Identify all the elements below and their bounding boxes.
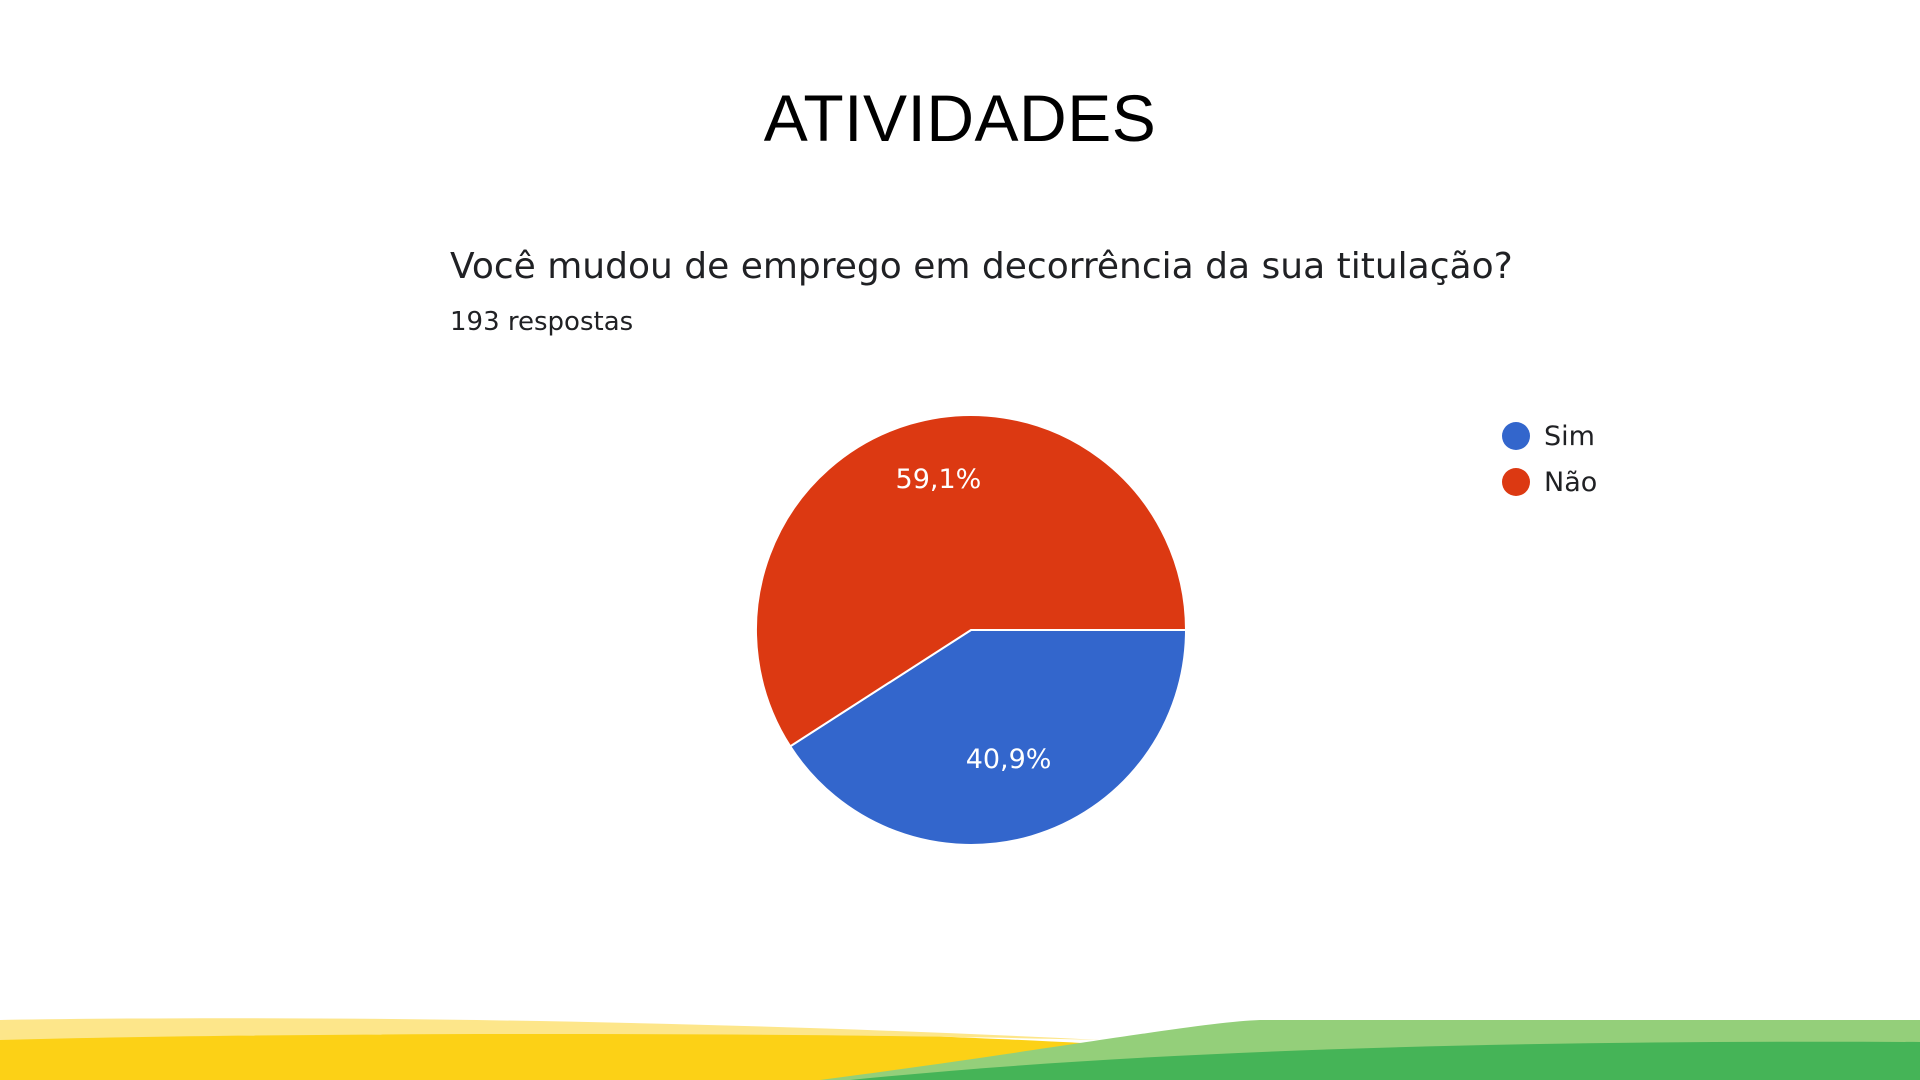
- legend-item-nao[interactable]: Não: [1502, 459, 1597, 505]
- chart-legend: Sim Não: [1502, 413, 1597, 505]
- footer-decoration: [0, 1018, 1920, 1080]
- legend-swatch-nao: [1502, 468, 1530, 496]
- slide-title: ATIVIDADES: [763, 81, 1157, 155]
- footer-yellow-light: [0, 1018, 1100, 1040]
- footer-green-dark: [850, 1041, 1920, 1080]
- legend-label-nao: Não: [1544, 466, 1598, 498]
- legend-item-sim[interactable]: Sim: [1502, 413, 1597, 459]
- legend-swatch-sim: [1502, 422, 1530, 450]
- pie-label-1: 59,1%: [896, 464, 982, 495]
- chart-title: Você mudou de emprego em decorrência da …: [450, 246, 1513, 287]
- pie-label-0: 40,9%: [966, 744, 1052, 775]
- response-count: 193 respostas: [450, 307, 634, 337]
- legend-label-sim: Sim: [1544, 420, 1595, 452]
- pie-slice-nao[interactable]: [755, 414, 1188, 748]
- pie-chart: 40,9% 59,1%: [755, 414, 1188, 846]
